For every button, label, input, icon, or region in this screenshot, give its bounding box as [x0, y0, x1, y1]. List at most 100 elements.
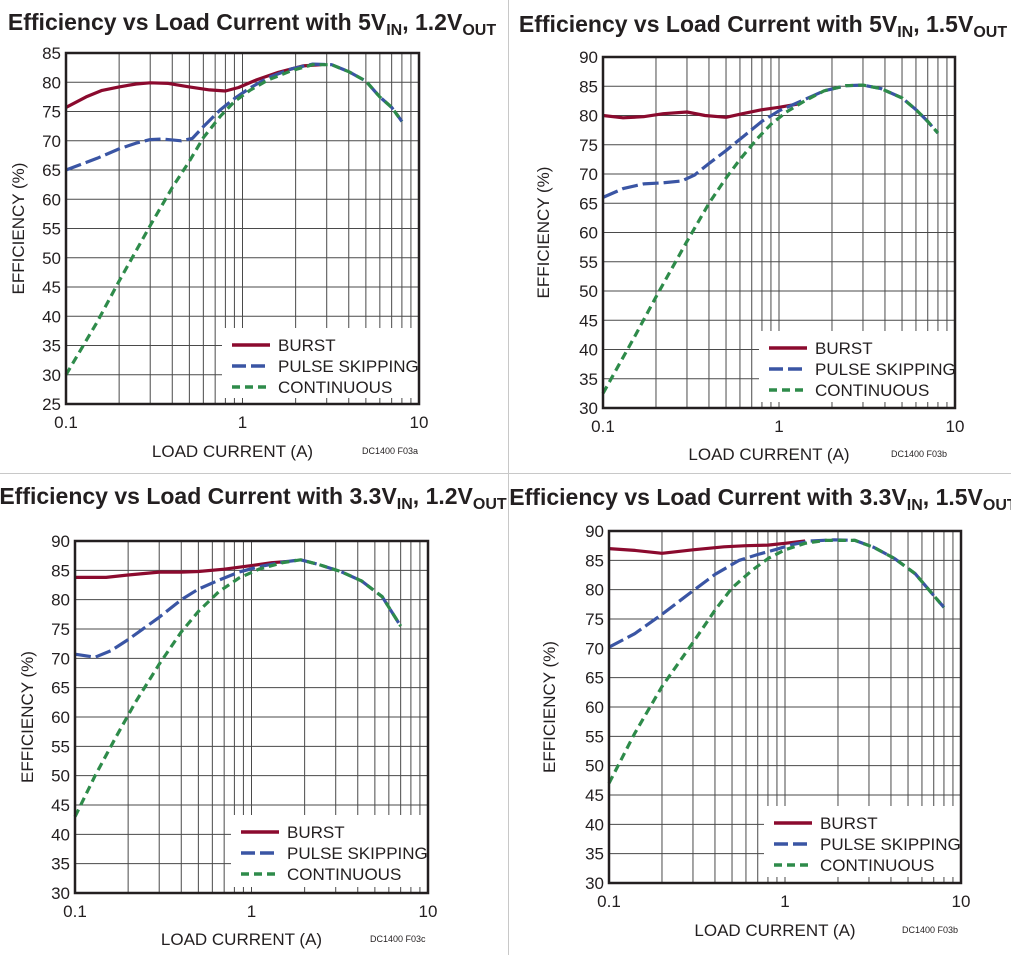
y-tick-label: 50 — [585, 757, 604, 776]
y-tick-label: 45 — [51, 796, 70, 815]
y-tick-label: 85 — [51, 561, 70, 580]
y-tick-label: 35 — [42, 337, 61, 356]
chart-title: Efficiency vs Load Current with 5VIN, 1.… — [8, 9, 496, 39]
legend-background — [759, 331, 954, 402]
legend-label: PULSE SKIPPING — [287, 844, 428, 863]
chart-panel-1: Efficiency vs Load Current with 5VIN, 1.… — [8, 9, 496, 461]
title-sub1: IN — [907, 497, 923, 514]
y-tick-label: 80 — [51, 591, 70, 610]
title-sub2: OUT — [462, 22, 496, 39]
y-tick-label: 45 — [585, 786, 604, 805]
y-tick-label: 75 — [51, 620, 70, 639]
plot-frame — [73, 539, 430, 895]
y-tick-label: 75 — [579, 136, 598, 155]
x-tick-label: 1 — [238, 413, 247, 432]
figure-code: DC1400 F03b — [891, 449, 947, 459]
legend-label: CONTINUOUS — [815, 381, 929, 400]
y-tick-label: 85 — [579, 77, 598, 96]
chart-title: Efficiency vs Load Current with 3.3VIN, … — [509, 484, 1011, 514]
y-tick-label: 35 — [579, 370, 598, 389]
title-mid: , 1.5V — [913, 11, 974, 37]
x-tick-label: 1 — [780, 892, 789, 911]
y-tick-label: 60 — [579, 224, 598, 243]
y-axis-label: EFFICIENCY (%) — [9, 163, 28, 295]
title-main: Efficiency vs Load Current with 5V — [519, 11, 898, 37]
y-tick-label: 25 — [42, 395, 61, 414]
y-tick-label: 55 — [579, 253, 598, 272]
y-tick-label: 35 — [585, 845, 604, 864]
y-tick-label: 40 — [51, 825, 70, 844]
y-tick-label: 50 — [579, 282, 598, 301]
y-tick-label: 50 — [42, 249, 61, 268]
legend-label: BURST — [820, 814, 878, 833]
x-tick-label: 1 — [774, 417, 783, 436]
x-tick-label: 0.1 — [597, 892, 621, 911]
chart-title: Efficiency vs Load Current with 3.3VIN, … — [0, 483, 507, 513]
title-main: Efficiency vs Load Current with 3.3V — [0, 483, 397, 509]
y-tick-label: 70 — [42, 132, 61, 151]
x-axis-label: LOAD CURRENT (A) — [694, 921, 855, 940]
y-tick-label: 30 — [579, 399, 598, 418]
figure-code: DC1400 F03a — [362, 446, 418, 456]
y-tick-label: 65 — [51, 679, 70, 698]
legend-label: CONTINUOUS — [278, 378, 392, 397]
title-sub1: IN — [397, 496, 413, 513]
title-sub2: OUT — [473, 496, 507, 513]
y-tick-label: 60 — [51, 708, 70, 727]
y-tick-label: 30 — [42, 366, 61, 385]
x-axis-label: LOAD CURRENT (A) — [688, 445, 849, 464]
legend-label: BURST — [815, 339, 873, 358]
y-tick-label: 80 — [585, 581, 604, 600]
title-mid: , 1.2V — [413, 483, 474, 509]
legend-label: PULSE SKIPPING — [278, 357, 419, 376]
panel-divider-horizontal — [0, 473, 1011, 474]
series-line-continuous — [607, 538, 946, 785]
y-tick-label: 90 — [585, 522, 604, 541]
x-tick-label: 0.1 — [54, 413, 78, 432]
x-tick-label: 0.1 — [591, 417, 615, 436]
title-sub1: IN — [897, 24, 913, 41]
y-tick-label: 85 — [42, 44, 61, 63]
y-tick-label: 40 — [579, 341, 598, 360]
figure-code: DC1400 F03c — [370, 934, 426, 944]
y-tick-label: 40 — [585, 815, 604, 834]
title-main: Efficiency vs Load Current with 5V — [8, 9, 387, 35]
series-line-burst — [608, 539, 806, 555]
figure-code: DC1400 F03b — [902, 925, 958, 935]
y-tick-label: 30 — [585, 874, 604, 893]
legend-label: CONTINUOUS — [287, 865, 401, 884]
y-tick-label: 45 — [579, 311, 598, 330]
y-tick-label: 40 — [42, 307, 61, 326]
y-tick-label: 55 — [51, 737, 70, 756]
legend-label: PULSE SKIPPING — [815, 360, 956, 379]
x-axis-label: LOAD CURRENT (A) — [161, 930, 322, 949]
chart-panel-3: Efficiency vs Load Current with 3.3VIN, … — [0, 483, 507, 949]
legend-background — [222, 328, 418, 398]
y-tick-label: 65 — [579, 194, 598, 213]
y-tick-label: 55 — [42, 220, 61, 239]
y-tick-label: 65 — [42, 161, 61, 180]
y-tick-label: 75 — [585, 610, 604, 629]
y-tick-label: 35 — [51, 855, 70, 874]
y-axis-label: EFFICIENCY (%) — [18, 651, 37, 783]
x-tick-label: 10 — [952, 892, 971, 911]
y-tick-label: 90 — [51, 532, 70, 551]
x-tick-label: 1 — [247, 902, 256, 921]
title-main: Efficiency vs Load Current with 3.3V — [509, 484, 907, 510]
title-mid: , 1.2V — [402, 9, 463, 35]
legend-background — [764, 806, 960, 877]
y-tick-label: 60 — [585, 698, 604, 717]
panel-divider-vertical — [508, 0, 509, 955]
x-tick-label: 0.1 — [63, 902, 87, 921]
y-tick-label: 80 — [42, 73, 61, 92]
plot-frame — [64, 51, 421, 406]
plot-frame — [607, 529, 963, 885]
y-tick-label: 65 — [585, 669, 604, 688]
legend-label: BURST — [287, 823, 345, 842]
y-tick-label: 55 — [585, 727, 604, 746]
series-line-continuous — [73, 558, 403, 818]
legend-label: BURST — [278, 336, 336, 355]
series-line-burst — [75, 559, 288, 579]
y-tick-label: 45 — [42, 278, 61, 297]
